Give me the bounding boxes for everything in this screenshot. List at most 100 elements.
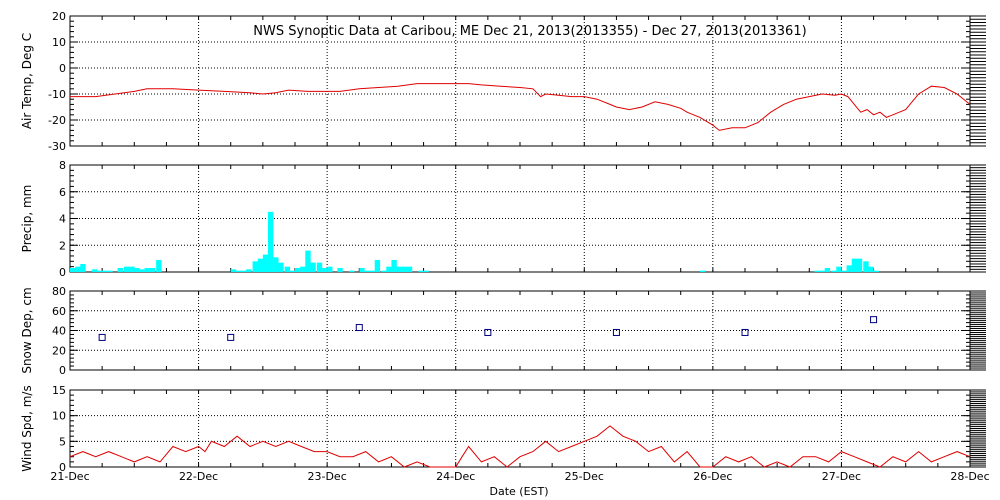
x-tick-label: 26-Dec	[693, 470, 732, 483]
precip-bar	[156, 259, 162, 272]
x-tick-label: 23-Dec	[308, 470, 347, 483]
y-tick-label: -30	[48, 140, 66, 153]
precip-bar	[856, 258, 863, 272]
y-tick-label: -10	[48, 88, 66, 101]
precip-bar	[369, 270, 375, 272]
panel-frame	[69, 389, 971, 468]
precip-bar	[289, 270, 296, 272]
x-tick-label: 22-Dec	[179, 470, 218, 483]
y-tick-label: 4	[59, 213, 66, 226]
precip-bar	[80, 263, 86, 272]
precip-bar	[851, 258, 858, 272]
x-tick-label: 21-Dec	[50, 470, 89, 483]
precip-bar	[863, 261, 869, 272]
y-tick-label: 10	[52, 36, 66, 49]
panel-snow: 0 20 40 60 80 Snow Dep, cm	[20, 285, 986, 377]
y-tick-label: 20	[52, 10, 66, 23]
y-tick-label: 0	[59, 461, 66, 474]
precip-bar	[846, 265, 852, 272]
y-tick-label: 60	[52, 305, 66, 318]
precip-bar	[235, 270, 242, 272]
panel-wind: 0 5 10 15 Wind Spd, m/s 21-Dec 22-Dec 23-Dec 24-…	[20, 384, 990, 483]
chart-title: NWS Synoptic Data at Caribou, ME Dec 21,…	[253, 24, 806, 39]
precip-bar	[310, 262, 316, 272]
snow-marker	[741, 328, 749, 336]
precip-bar	[349, 270, 355, 272]
snow-marker	[355, 324, 363, 332]
precip-bar	[284, 266, 291, 272]
precip-bar	[391, 259, 397, 272]
precip-bar	[831, 270, 837, 272]
precip-bar	[129, 266, 135, 272]
snow-marker	[612, 328, 620, 336]
y-tick-label: 2	[59, 239, 66, 252]
y-tick-label: 20	[52, 344, 66, 357]
precip-bar	[75, 266, 81, 272]
y-axis-label: Wind Spd, m/s	[20, 385, 34, 471]
precip-bar	[868, 266, 874, 272]
y-axis-label: Air Temp, Deg C	[20, 33, 34, 129]
precip-bar	[364, 270, 370, 272]
precip-bar	[144, 267, 150, 272]
precip-bar	[273, 257, 279, 272]
x-tick-label: 25-Dec	[565, 470, 604, 483]
precip-bar	[97, 270, 103, 272]
precip-bar	[418, 270, 424, 272]
y-tick-label: 5	[59, 435, 66, 448]
x-tick-label: 24-Dec	[436, 470, 475, 483]
precip-bar	[819, 270, 825, 272]
snow-marker	[98, 333, 106, 341]
panel-precip: 0 2 4 6 8 Precip, mm	[20, 159, 986, 279]
precip-bar	[278, 262, 284, 272]
precip-bar	[230, 269, 237, 272]
y-tick-label: 80	[52, 285, 66, 298]
snow-marker	[870, 316, 878, 324]
y-tick-label: 0	[59, 62, 66, 75]
precip-bar	[814, 270, 820, 272]
precip-bar	[423, 270, 429, 272]
y-tick-label: 10	[52, 410, 66, 423]
precip-bar	[91, 269, 98, 272]
x-tick-label: 28-Dec	[950, 470, 989, 483]
precip-bar	[381, 270, 387, 272]
y-tick-label: 0	[59, 266, 66, 279]
precip-bar	[700, 270, 706, 272]
series-line-temp	[70, 83, 971, 131]
x-axis-label: Date (EST)	[489, 485, 548, 498]
precip-bar	[873, 270, 879, 272]
y-tick-label: -20	[48, 114, 66, 127]
precip-bar	[295, 267, 301, 272]
y-axis-label: Precip, mm	[20, 185, 34, 253]
precip-bar	[396, 266, 402, 272]
series-line-wind	[69, 425, 971, 468]
precip-bar	[316, 262, 323, 272]
precip-bar	[841, 270, 847, 272]
precip-bar	[107, 270, 113, 272]
precip-bar	[268, 211, 274, 272]
y-tick-label: 6	[59, 186, 66, 199]
precip-bar	[359, 267, 365, 272]
precip-bar	[246, 269, 252, 272]
precip-bar	[139, 269, 145, 272]
precip-bar	[322, 267, 328, 272]
precip-bar	[836, 266, 842, 272]
precip-bar	[124, 266, 130, 272]
x-tick-label: 27-Dec	[822, 470, 861, 483]
precip-bar	[305, 250, 311, 272]
y-axis-label: Snow Dep, cm	[20, 287, 34, 373]
panel-temp: -30 -20 -10 0 10 20 Air Temp, Deg C	[20, 10, 986, 153]
precip-bar	[102, 270, 108, 272]
precip-bar	[824, 267, 831, 272]
precip-bar	[149, 267, 156, 272]
precip-bar	[337, 267, 343, 272]
panels-group: -30 -20 -10 0 10 20 Air Temp, Deg C 0 2 4 6 8 Precip…	[20, 10, 990, 483]
precip-bar	[117, 267, 123, 272]
precip-bar	[374, 259, 381, 272]
y-tick-label: 15	[52, 384, 66, 397]
precip-bar	[327, 266, 333, 272]
snow-marker	[227, 333, 235, 341]
precip-bar	[262, 254, 269, 272]
y-tick-label: 8	[59, 159, 66, 172]
precip-bar	[406, 266, 413, 272]
